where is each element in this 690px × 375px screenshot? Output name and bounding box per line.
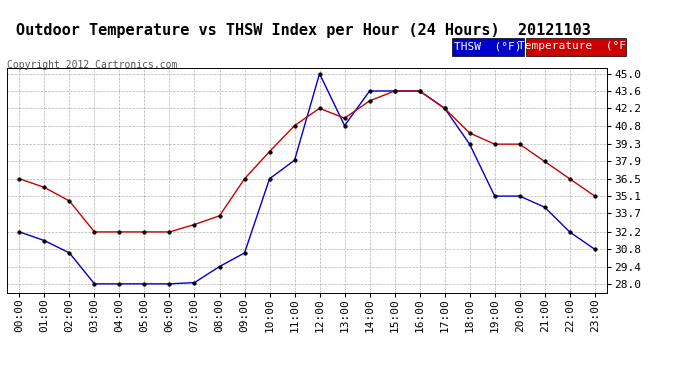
Text: Outdoor Temperature vs THSW Index per Hour (24 Hours)  20121103: Outdoor Temperature vs THSW Index per Ho… xyxy=(16,22,591,38)
Text: Temperature  (°F): Temperature (°F) xyxy=(518,41,633,51)
Text: Copyright 2012 Cartronics.com: Copyright 2012 Cartronics.com xyxy=(7,60,177,70)
Text: THSW  (°F): THSW (°F) xyxy=(454,41,522,51)
